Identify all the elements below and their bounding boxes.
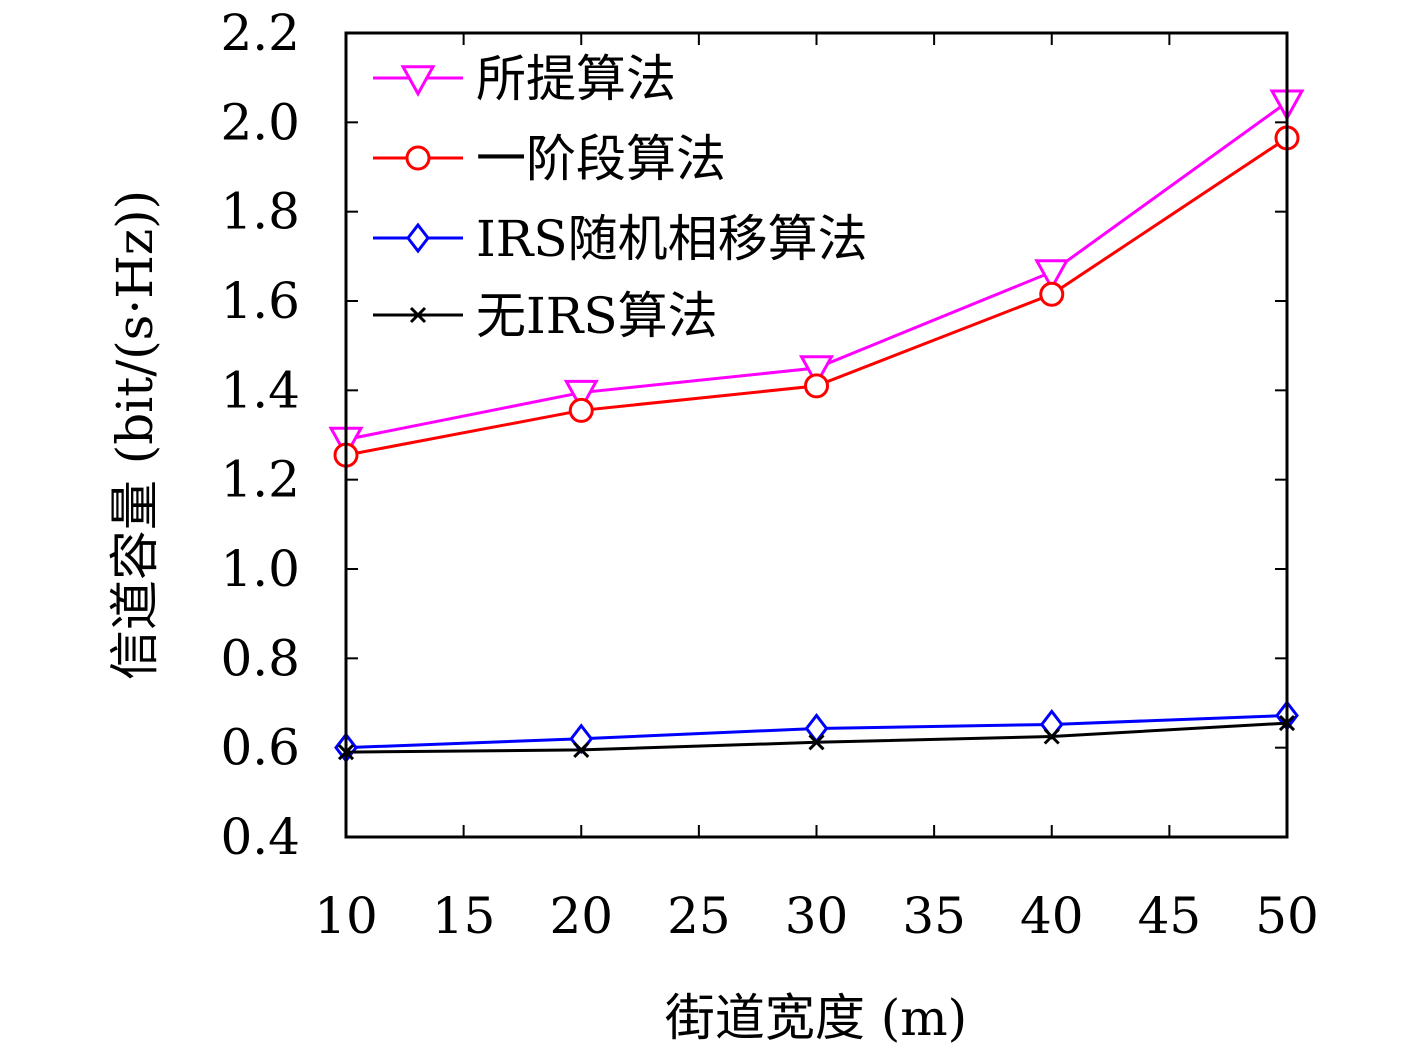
- y-axis-title: 信道容量 (bit/(s·Hz)): [106, 190, 164, 680]
- data-series: [328, 89, 1305, 764]
- series-0-point-1: [563, 379, 599, 412]
- x-tick-label-5: 35: [902, 887, 966, 945]
- legend-item-1: 一阶段算法: [373, 130, 726, 188]
- plot-frame: [344, 31, 1289, 839]
- series-3-point-3: [1043, 728, 1060, 745]
- legend-marker-2: [406, 222, 430, 254]
- series-3-point-1-stroke-b: [573, 741, 590, 758]
- x-tick-label-3: 25: [667, 887, 731, 945]
- x-tick-labels: 10 15 20 25 30 35 40 45 50: [314, 887, 1319, 945]
- legend-marker-1: [405, 145, 431, 171]
- series-1-point-1: [568, 397, 594, 423]
- legend-item-0: 所提算法: [373, 50, 676, 108]
- y-tick-label-5: 1.4: [220, 361, 300, 419]
- series-2-point-2: [804, 712, 829, 744]
- series-0-point-3: [1034, 259, 1070, 291]
- y-tick-label-0: 0.4: [220, 808, 300, 866]
- series-2-point-3: [1039, 708, 1064, 740]
- series-3-point-1: [573, 741, 590, 758]
- x-tick-label-0: 10: [314, 887, 378, 945]
- x-tick-label-7: 45: [1138, 887, 1202, 945]
- legend-marker-3: [409, 306, 427, 324]
- series-1: [333, 125, 1300, 468]
- legend-marker-0: [400, 65, 436, 97]
- legend-label-3: 无IRS算法: [476, 287, 718, 345]
- y-tick-labels: 0.4 0.6 0.8 1.0 1.2 1.4 1.6 1.8 2.0 2.2: [220, 4, 300, 866]
- legend-label-0: 所提算法: [476, 50, 676, 108]
- series-0-point-2: [798, 355, 835, 387]
- x-tick-label-4: 30: [785, 887, 849, 945]
- x-axis-title: 街道宽度 (m): [665, 989, 967, 1047]
- y-tick-label-9: 2.2: [220, 4, 300, 62]
- y-tick-label-1: 0.6: [220, 719, 300, 777]
- legend-item-2: IRS随机相移算法: [373, 210, 868, 268]
- legend-marker-3-stroke-b: [409, 306, 427, 324]
- y-tick-label-8: 2.0: [220, 93, 300, 151]
- legend-label-1: 一阶段算法: [476, 130, 726, 188]
- y-tick-label-2: 0.8: [220, 629, 300, 687]
- series-1-point-2: [804, 373, 829, 399]
- series-0: [328, 89, 1305, 459]
- series-3-point-2: [808, 734, 825, 751]
- legend-label-2: IRS随机相移算法: [476, 210, 868, 268]
- x-tick-label-6: 40: [1020, 887, 1084, 945]
- series-3-point-3-stroke-b: [1043, 728, 1060, 745]
- x-tick-label-8: 50: [1255, 887, 1319, 945]
- series-3-point-2-stroke-b: [808, 734, 825, 751]
- y-tick-label-3: 1.0: [220, 540, 300, 598]
- x-tick-label-2: 20: [549, 887, 613, 945]
- x-tick-label-1: 15: [432, 887, 496, 945]
- series-1-point-3: [1039, 281, 1065, 307]
- y-tick-label-7: 1.8: [220, 183, 300, 241]
- y-tick-label-6: 1.6: [220, 272, 300, 330]
- legend-item-3: 无IRS算法: [373, 287, 718, 345]
- y-tick-label-4: 1.2: [220, 451, 300, 509]
